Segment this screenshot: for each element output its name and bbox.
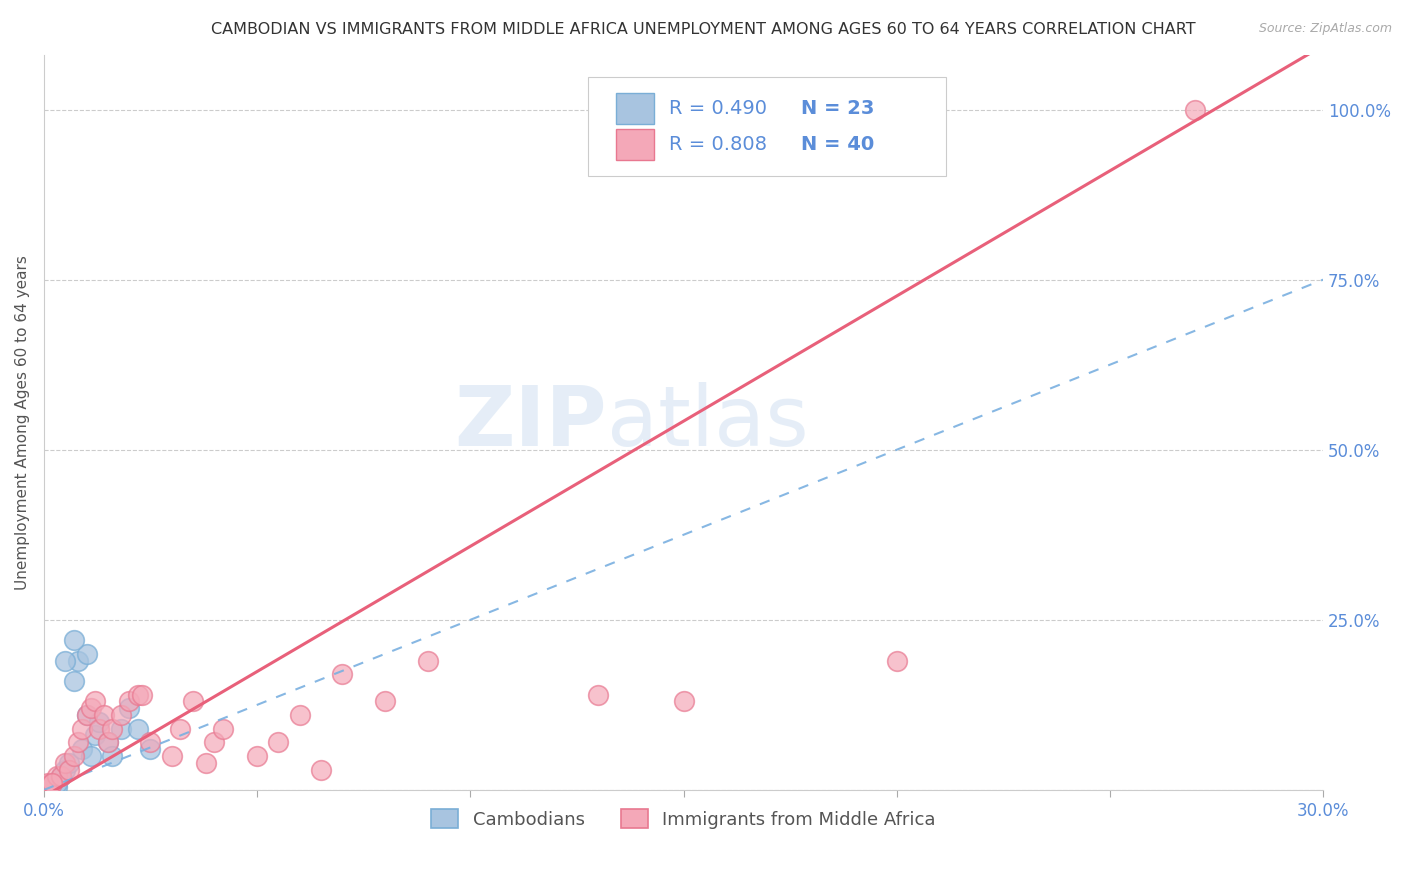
Point [45, 769, 67, 783]
Point [89, 714, 111, 729]
Point [127, 688, 149, 702]
Point [886, 654, 908, 668]
Point [41, 776, 63, 790]
Point [49, 769, 72, 783]
Point [139, 742, 162, 756]
Point [37, 780, 59, 794]
Point [45, 780, 67, 794]
Point [110, 722, 132, 736]
Point [53, 763, 76, 777]
Point [1184, 103, 1206, 117]
Text: Source: ZipAtlas.com: Source: ZipAtlas.com [1258, 22, 1392, 36]
Point [80, 748, 103, 763]
Text: ZIP: ZIP [454, 382, 607, 463]
Point [97, 735, 120, 749]
Text: R = 0.490: R = 0.490 [669, 99, 768, 119]
Point [66, 735, 89, 749]
Point [66, 654, 89, 668]
Text: R = 0.808: R = 0.808 [669, 136, 768, 154]
Point [97, 735, 120, 749]
Text: CAMBODIAN VS IMMIGRANTS FROM MIDDLE AFRICA UNEMPLOYMENT AMONG AGES 60 TO 64 YEAR: CAMBODIAN VS IMMIGRANTS FROM MIDDLE AFRI… [211, 22, 1195, 37]
Point [101, 722, 124, 736]
Point [246, 748, 269, 763]
Point [118, 694, 141, 708]
FancyBboxPatch shape [588, 78, 946, 177]
Point [84, 729, 107, 743]
Point [93, 708, 115, 723]
Point [32, 780, 55, 794]
Point [416, 654, 439, 668]
Point [672, 694, 695, 708]
Point [160, 748, 183, 763]
Point [41, 776, 63, 790]
Point [374, 694, 396, 708]
Point [131, 688, 153, 702]
Point [58, 763, 80, 777]
Text: N = 40: N = 40 [801, 136, 875, 154]
Point [84, 694, 107, 708]
Point [45, 776, 67, 790]
Point [127, 722, 149, 736]
Point [586, 688, 609, 702]
FancyBboxPatch shape [616, 129, 654, 161]
Point [76, 708, 98, 723]
Point [309, 763, 332, 777]
Point [118, 701, 141, 715]
Point [49, 769, 72, 783]
Point [332, 667, 354, 681]
Point [110, 708, 132, 723]
Point [288, 708, 311, 723]
Text: N = 23: N = 23 [801, 99, 875, 119]
Point [58, 756, 80, 770]
Point [181, 694, 204, 708]
Point [101, 748, 124, 763]
Point [169, 722, 191, 736]
Point [212, 722, 235, 736]
Point [139, 735, 162, 749]
Point [53, 756, 76, 770]
Point [80, 701, 103, 715]
Point [89, 722, 111, 736]
FancyBboxPatch shape [616, 94, 654, 124]
Point [72, 742, 94, 756]
Point [267, 735, 290, 749]
Point [53, 654, 76, 668]
Point [194, 756, 217, 770]
Point [41, 776, 63, 790]
Point [204, 735, 226, 749]
Point [62, 674, 84, 689]
Point [37, 776, 59, 790]
Point [76, 708, 98, 723]
Legend: Cambodians, Immigrants from Middle Africa: Cambodians, Immigrants from Middle Afric… [425, 802, 943, 836]
Point [72, 722, 94, 736]
Point [62, 633, 84, 648]
Y-axis label: Unemployment Among Ages 60 to 64 years: Unemployment Among Ages 60 to 64 years [15, 255, 30, 590]
Point [62, 748, 84, 763]
Text: atlas: atlas [607, 382, 808, 463]
Point [76, 647, 98, 661]
